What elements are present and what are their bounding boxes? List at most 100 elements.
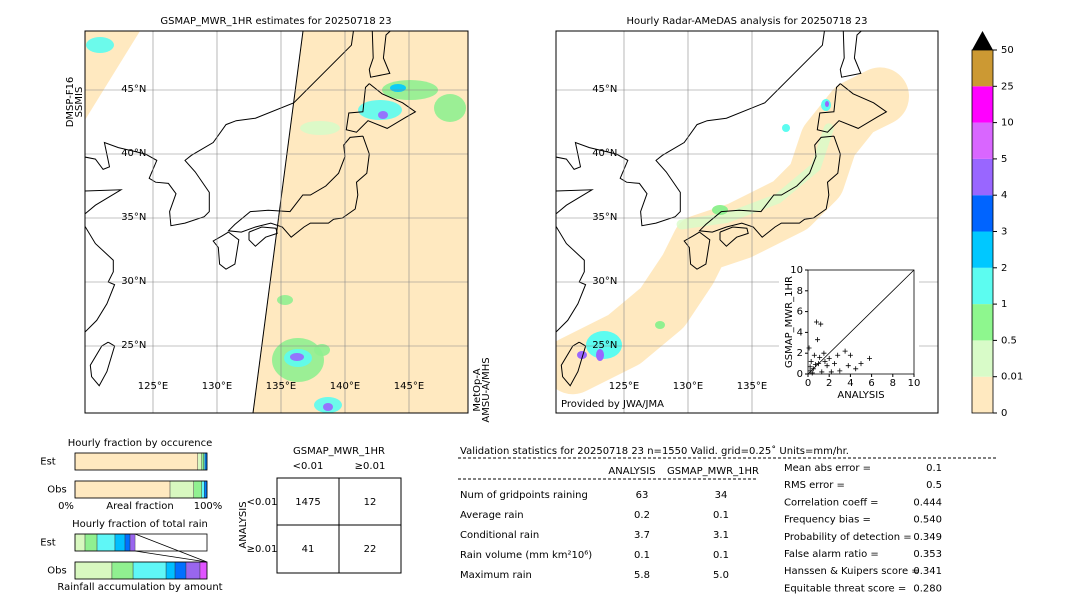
rain-area bbox=[655, 321, 665, 329]
colorbar-label: 1 bbox=[1001, 299, 1007, 310]
colorbar-bin bbox=[972, 304, 993, 341]
point bbox=[808, 359, 814, 365]
y-tick-label: 4 bbox=[797, 327, 803, 338]
point bbox=[837, 368, 843, 374]
table-title: GSMAP_MWR_1HR bbox=[293, 446, 385, 457]
stat-value: 34 bbox=[715, 490, 728, 501]
x-tick-label: 0% bbox=[58, 501, 74, 512]
validation-title: Validation statistics for 20250718 23 n=… bbox=[460, 445, 849, 457]
table-cell: 22 bbox=[364, 544, 377, 555]
x-tick-label: 0 bbox=[805, 378, 811, 389]
inset-background bbox=[779, 262, 919, 402]
row-label: <0.01 bbox=[247, 497, 278, 508]
segment bbox=[74, 533, 86, 552]
segment bbox=[129, 533, 136, 552]
score-label: Equitable threat score = bbox=[784, 583, 906, 594]
swath-edge bbox=[252, 31, 304, 413]
coastline bbox=[719, 226, 749, 247]
satellite-label: MetOp-A bbox=[472, 368, 483, 411]
segment bbox=[111, 561, 134, 580]
colorbar-extend bbox=[972, 31, 993, 50]
stat-value: 5.0 bbox=[713, 570, 729, 581]
lat-label: 35°N bbox=[592, 212, 617, 223]
colorbar-label: 0.5 bbox=[1001, 335, 1017, 346]
rain-area bbox=[825, 101, 829, 107]
colorbar-label: 4 bbox=[1001, 190, 1007, 201]
colorbar-bin bbox=[972, 122, 993, 159]
lon-label: 130°E bbox=[202, 381, 232, 392]
colorbar-label: 2 bbox=[1001, 263, 1007, 274]
colorbar-label: 0 bbox=[1001, 408, 1007, 419]
y-tick-label: 0 bbox=[797, 369, 803, 380]
stat-label: Conditional rain bbox=[460, 530, 539, 541]
y-tick-label: 6 bbox=[797, 307, 803, 318]
rain-area bbox=[86, 37, 114, 53]
rain-area bbox=[390, 84, 406, 92]
lat-label: 30°N bbox=[121, 276, 146, 287]
score-value: 0.5 bbox=[926, 480, 942, 491]
chart-title: Hourly fraction of total rain bbox=[72, 519, 208, 530]
stat-value: 3.1 bbox=[713, 530, 729, 541]
stat-label: Rain volume (mm km²10⁶) bbox=[460, 550, 592, 561]
rain-area bbox=[577, 351, 587, 359]
segment bbox=[165, 561, 176, 580]
colorbar-bin bbox=[972, 267, 993, 305]
score-value: 0.353 bbox=[913, 549, 942, 560]
score-value: 0.280 bbox=[913, 583, 942, 594]
point bbox=[828, 369, 834, 375]
point bbox=[858, 361, 864, 367]
y-tick-label: 2 bbox=[797, 348, 803, 359]
rain-area bbox=[300, 121, 340, 135]
coastline bbox=[227, 135, 370, 238]
category-label: Obs bbox=[47, 566, 66, 577]
colorbar-label: 5 bbox=[1001, 154, 1007, 165]
colorbar-label: 50 bbox=[1001, 45, 1014, 56]
column-header: ANALYSIS bbox=[608, 466, 655, 477]
y-tick-label: 10 bbox=[790, 265, 803, 276]
colorbar-label: 0.01 bbox=[1001, 372, 1023, 383]
point bbox=[816, 361, 822, 367]
rain-area bbox=[586, 331, 622, 359]
bar-frame bbox=[74, 533, 208, 552]
lat-label: 25°N bbox=[592, 340, 617, 351]
point bbox=[806, 345, 812, 351]
colorbar-bin bbox=[972, 231, 993, 268]
score-label: Probability of detection = bbox=[784, 532, 912, 543]
segment bbox=[114, 533, 126, 552]
coastline bbox=[368, 31, 392, 78]
score-label: False alarm ratio = bbox=[784, 549, 879, 560]
colorbar-label: 10 bbox=[1001, 118, 1014, 129]
category-label: Obs bbox=[47, 485, 66, 496]
analysis-coverage bbox=[556, 67, 909, 395]
diagonal bbox=[807, 269, 915, 375]
stat-value: 0.1 bbox=[713, 550, 729, 561]
point bbox=[819, 369, 825, 375]
coastline bbox=[698, 135, 841, 238]
category-label: Est bbox=[40, 457, 56, 468]
point bbox=[818, 321, 824, 327]
lon-label: 140°E bbox=[330, 381, 360, 392]
row-label: ≥0.01 bbox=[247, 544, 278, 555]
segment bbox=[74, 561, 113, 580]
stat-value: 0.2 bbox=[634, 510, 650, 521]
point bbox=[807, 364, 813, 370]
stat-value: 0.1 bbox=[634, 550, 650, 561]
colorbar-label: 3 bbox=[1001, 227, 1007, 238]
rain-area bbox=[277, 295, 293, 305]
coastline bbox=[556, 31, 825, 333]
point bbox=[811, 352, 817, 358]
stat-value: 3.7 bbox=[634, 530, 650, 541]
lat-label: 45°N bbox=[592, 84, 617, 95]
x-tick-label: 8 bbox=[890, 378, 896, 389]
lat-label: 25°N bbox=[121, 340, 146, 351]
table-cell: 1475 bbox=[295, 497, 320, 508]
score-value: 0.444 bbox=[913, 497, 942, 508]
score-value: 0.540 bbox=[913, 515, 942, 526]
segment bbox=[174, 561, 187, 580]
point bbox=[810, 366, 816, 372]
score-value: 0.349 bbox=[913, 532, 942, 543]
lat-label: 45°N bbox=[121, 84, 146, 95]
point bbox=[809, 370, 815, 376]
colorbar-bin bbox=[972, 195, 993, 232]
rain-area bbox=[290, 353, 304, 361]
